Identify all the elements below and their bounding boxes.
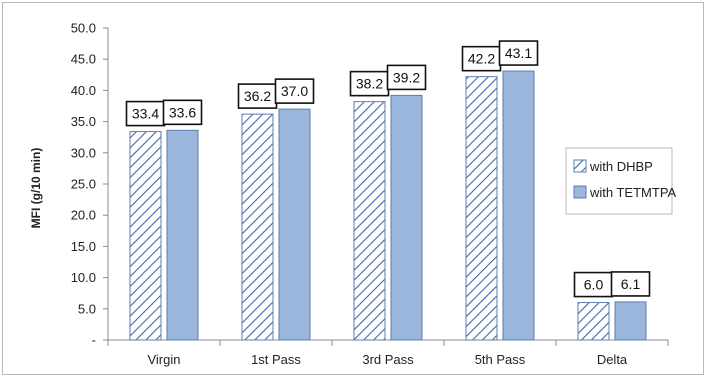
x-tick-label: 3rd Pass — [362, 352, 414, 367]
y-tick-label: 50.0 — [71, 21, 96, 36]
data-label-box — [274, 78, 315, 104]
y-tick-label: 5.0 — [78, 301, 96, 316]
axes: - 5.0 10.0 15.0 20.0 25.0 30.0 35.0 40.0 45.0 50.0… — [29, 21, 669, 367]
bar-tetmtpa — [278, 108, 311, 341]
y-tick-label: 45.0 — [71, 52, 96, 67]
data-label: 37.0 — [281, 83, 308, 99]
x-tick-label: 5th Pass — [475, 352, 526, 367]
data-label-box — [610, 271, 651, 297]
legend-label: with TETMTPA — [589, 185, 677, 200]
x-tick-label: Virgin — [147, 352, 180, 367]
legend-label: with DHBP — [589, 159, 653, 174]
data-label-box — [125, 100, 166, 127]
bar-tetmtpa — [166, 129, 199, 341]
bars — [129, 70, 647, 341]
y-tick-label: 25.0 — [71, 177, 96, 192]
data-label: 6.1 — [621, 276, 641, 292]
data-label: 6.0 — [584, 277, 604, 293]
bar-tetmtpa — [390, 94, 423, 341]
bar-dhbp — [129, 131, 162, 341]
data-label: 33.6 — [169, 104, 196, 120]
data-label: 33.4 — [132, 106, 159, 122]
data-label-box — [498, 40, 539, 66]
y-tick-label: 30.0 — [71, 145, 96, 160]
data-label: 38.2 — [356, 76, 383, 92]
data-label-box — [237, 83, 278, 109]
data-labels: 33.4 33.6 36.2 37.0 38.2 39.2 42.2 43.1 6.0 6.1 — [125, 40, 651, 298]
legend-swatch — [573, 185, 587, 199]
data-label: 39.2 — [393, 69, 420, 85]
bar-dhbp — [465, 76, 498, 341]
data-label-box — [162, 99, 203, 126]
legend-box — [565, 147, 673, 215]
bar-tetmtpa — [614, 301, 647, 341]
legend-swatch — [573, 159, 587, 173]
bar-tetmtpa — [502, 70, 535, 341]
y-axis-label: MFI (g/10 min) — [29, 148, 43, 229]
data-label: 43.1 — [505, 45, 532, 61]
y-tick-label: 20.0 — [71, 208, 96, 223]
data-label: 42.2 — [468, 51, 495, 67]
y-tick-label: 40.0 — [71, 83, 96, 98]
bar-dhbp — [577, 302, 610, 341]
y-tick-label: 15.0 — [71, 239, 96, 254]
data-label-box — [386, 64, 427, 91]
x-tick-label: Delta — [597, 352, 628, 367]
bar-dhbp — [353, 101, 386, 341]
y-tick-label: 35.0 — [71, 114, 96, 129]
y-tick-label: 10.0 — [71, 270, 96, 285]
bar-dhbp — [241, 113, 274, 341]
y-tick-label: - — [92, 333, 96, 348]
data-label-box — [461, 45, 502, 72]
legend: with DHBP with TETMTPA — [565, 147, 677, 215]
x-tick-label: 1st Pass — [251, 352, 301, 367]
data-label: 36.2 — [244, 88, 271, 104]
